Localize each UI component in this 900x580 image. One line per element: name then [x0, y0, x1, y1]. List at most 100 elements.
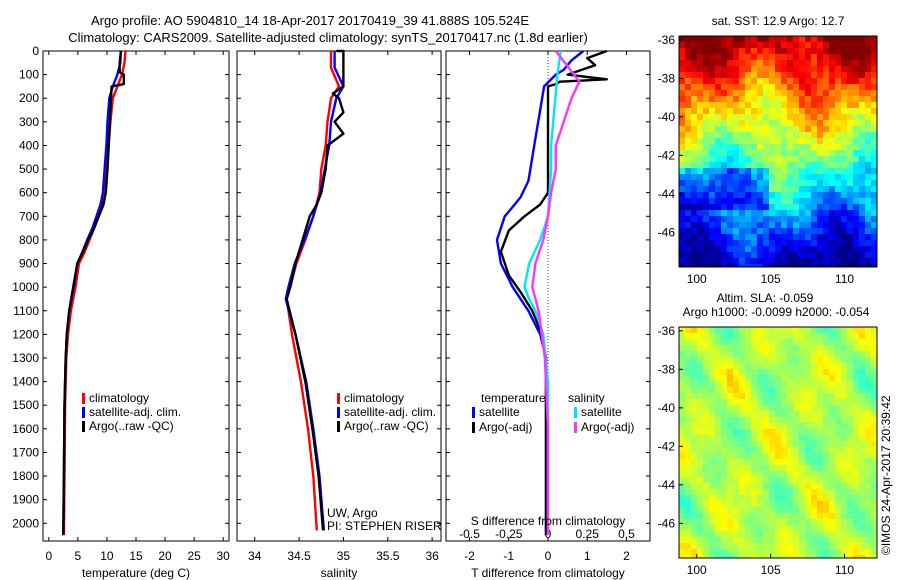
- sla-map-cell: [697, 333, 704, 340]
- sst-map-cell: [799, 78, 806, 85]
- sst-map-cell: [757, 120, 764, 127]
- sla-map-cell: [817, 513, 824, 520]
- sst-map-cell: [865, 258, 872, 265]
- sst-map-cell: [691, 192, 698, 199]
- sst-map-cell: [757, 150, 764, 157]
- sla-map-cell: [691, 399, 698, 406]
- sla-map-cell: [763, 399, 770, 406]
- sst-map-cell: [799, 204, 806, 211]
- sst-map-cell: [709, 36, 716, 43]
- sla-map-cell: [817, 543, 824, 550]
- sst-map-cell: [703, 54, 710, 61]
- sla-map-cell: [685, 465, 692, 472]
- sla-map-cell: [817, 393, 824, 400]
- sla-map-cell: [739, 453, 746, 460]
- sla-map-cell: [751, 543, 758, 550]
- sla-map-cell: [811, 489, 818, 496]
- sst-map-cell: [691, 240, 698, 247]
- sst-map-cell: [841, 90, 848, 97]
- sst-map-cell: [787, 66, 794, 73]
- sla-map-cell: [847, 507, 854, 514]
- sst-map-cell: [769, 174, 776, 181]
- sla-map-cell: [697, 555, 704, 558]
- x-tick-label: 5: [75, 549, 82, 563]
- sla-map-frame: [678, 326, 878, 559]
- sst-map-cell: [811, 258, 818, 265]
- sst-map-cell: [715, 138, 722, 145]
- sst-map-cell: [787, 162, 794, 169]
- sla-map-cell: [679, 447, 686, 454]
- sla-map-cell: [703, 393, 710, 400]
- sst-map-cell: [811, 120, 818, 127]
- map-y-tick-label: -44: [658, 187, 676, 201]
- sst-map-cell: [751, 144, 758, 151]
- sst-map-cell: [697, 228, 704, 235]
- sla-map-cell: [781, 543, 788, 550]
- sla-map-cell: [733, 453, 740, 460]
- sla-map-cell: [775, 375, 782, 382]
- sla-map-cell: [727, 525, 734, 532]
- sst-map-cell: [745, 114, 752, 121]
- sla-map-cell: [781, 351, 788, 358]
- sla-map-cell: [727, 477, 734, 484]
- sla-map-cell: [799, 399, 806, 406]
- sla-map-cell: [757, 447, 764, 454]
- sla-map-cell: [859, 483, 866, 490]
- sla-map-cell: [703, 339, 710, 346]
- sst-map-cell: [865, 252, 872, 259]
- sst-map-cell: [721, 240, 728, 247]
- sla-map-cell: [853, 369, 860, 376]
- sla-map-cell: [769, 417, 776, 424]
- sst-map-cell: [721, 96, 728, 103]
- sst-map-cell: [817, 120, 824, 127]
- sst-map-cell: [679, 240, 686, 247]
- sla-map-cell: [721, 405, 728, 412]
- sst-map-cell: [811, 102, 818, 109]
- sst-map-cell: [793, 246, 800, 253]
- sst-map-cell: [703, 150, 710, 157]
- sst-map-cell: [757, 198, 764, 205]
- sla-map-cell: [799, 327, 806, 334]
- sla-map-cell: [811, 411, 818, 418]
- sla-map-cell: [823, 405, 830, 412]
- sla-map-cell: [679, 507, 686, 514]
- y-tick-label: 700: [19, 209, 39, 223]
- sla-map-cell: [847, 393, 854, 400]
- sla-map-cell: [769, 357, 776, 364]
- sst-map-cell: [739, 180, 746, 187]
- sst-map-cell: [841, 240, 848, 247]
- sla-map-cell: [853, 339, 860, 346]
- sla-map-cell: [757, 549, 764, 556]
- sla-map-cell: [769, 495, 776, 502]
- sst-map-cell: [757, 72, 764, 79]
- sst-map-cell: [751, 234, 758, 241]
- sst-map-cell: [805, 120, 812, 127]
- sst-map-cell: [769, 210, 776, 217]
- sst-map-cell: [685, 114, 692, 121]
- sst-map-cell: [733, 48, 740, 55]
- sla-map-cell: [691, 339, 698, 346]
- sla-map-cell: [793, 531, 800, 538]
- sla-map-cell: [751, 477, 758, 484]
- sla-map-cell: [745, 375, 752, 382]
- sla-map-cell: [841, 441, 848, 448]
- sst-map-cell: [721, 168, 728, 175]
- sst-map-cell: [793, 66, 800, 73]
- sla-map-cell: [859, 441, 866, 448]
- sst-map-cell: [781, 186, 788, 193]
- sla-map-cell: [841, 375, 848, 382]
- sla-map-cell: [703, 489, 710, 496]
- sst-map-cell: [859, 138, 866, 145]
- sst-map-cell: [793, 114, 800, 121]
- sst-map-cell: [703, 66, 710, 73]
- sla-map-cell: [835, 441, 842, 448]
- sst-map-cell: [775, 126, 782, 133]
- sst-map-cell: [829, 126, 836, 133]
- sst-map-cell: [709, 246, 716, 253]
- sla-map-cell: [757, 507, 764, 514]
- sla-map-cell: [865, 459, 872, 466]
- map-y-tick-label: -46: [658, 225, 676, 239]
- sla-map-cell: [751, 435, 758, 442]
- sla-map-cell: [763, 501, 770, 508]
- sla-map-cell: [829, 387, 836, 394]
